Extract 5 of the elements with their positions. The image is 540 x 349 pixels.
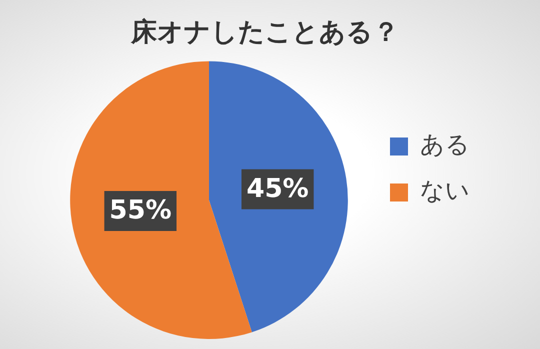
legend-label: ある: [420, 130, 470, 159]
chart-title: 床オナしたことある？: [130, 17, 399, 48]
data-label: 55%: [109, 196, 172, 226]
legend-label: ない: [420, 176, 470, 205]
data-label: 45%: [246, 174, 309, 204]
